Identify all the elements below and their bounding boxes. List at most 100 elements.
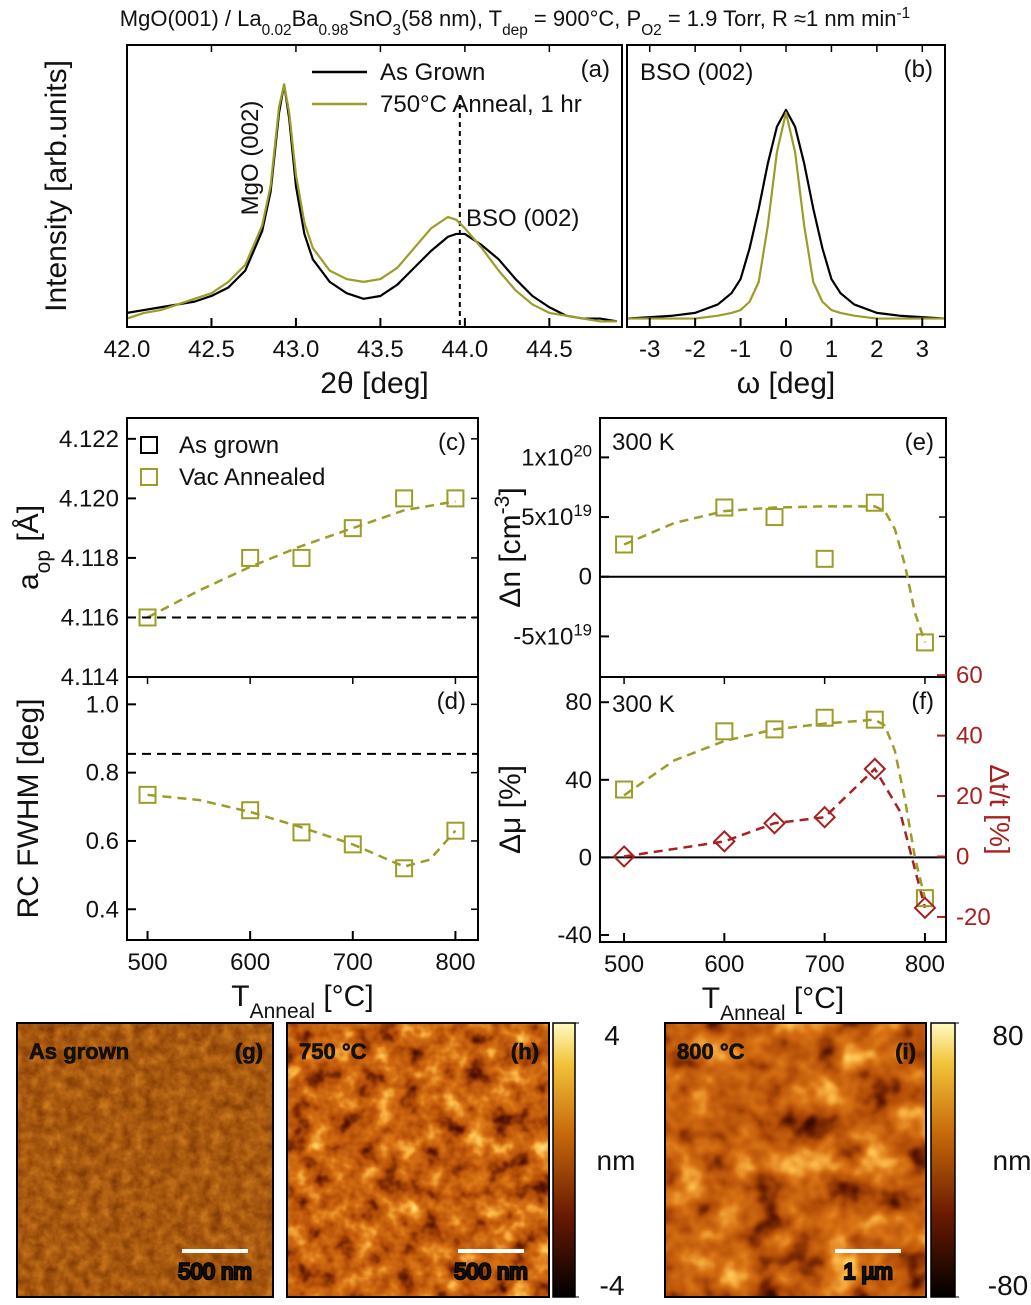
figure-title-part: O2: [641, 22, 662, 39]
x-tick-label: 3: [916, 336, 929, 363]
x-tick-label: 44.5: [526, 336, 573, 363]
data-point: [343, 519, 362, 538]
afm-panel: As grown (g) 500 nm: [16, 1022, 274, 1298]
panel-label: (d): [437, 688, 466, 715]
figure-title-part: 3: [393, 22, 402, 39]
y-tick-label: -5x1019: [513, 620, 592, 651]
x-tick-label: 43.0: [273, 336, 320, 363]
y2-tick-label: 20: [956, 783, 983, 810]
data-point: [913, 896, 937, 920]
plot-frame: [599, 417, 947, 678]
x-axis-label: TAnneal [°C]: [231, 980, 373, 1023]
legend-swatch: [140, 468, 158, 486]
y2-tick-label-text: 40: [956, 723, 983, 750]
data-point: [612, 845, 636, 868]
x-tick-label: 42.0: [104, 336, 151, 363]
colorbar-tick-label: 4: [604, 1020, 620, 1051]
x-tick-label: 42.5: [188, 336, 235, 363]
afm-image: [287, 1023, 549, 1297]
y-tick-label-text: 4.120: [59, 485, 119, 512]
y-tick-label-text: -5x10: [513, 623, 573, 650]
x-tick-label-text: 3: [916, 336, 929, 363]
legend-label: 750°C Anneal, 1 hr: [380, 91, 582, 118]
y-tick-label-text: 0: [579, 844, 592, 871]
data-point: [715, 722, 734, 741]
x-tick-label: 800: [435, 949, 475, 976]
colorbar-unit: nm: [993, 1145, 1031, 1176]
y-tick-label-text: 4.118: [61, 545, 119, 572]
y-axis-label: RC FWHM [deg]: [12, 698, 45, 918]
plot-area: [127, 752, 478, 868]
data-point: [138, 785, 157, 804]
figure-title-part: dep: [502, 22, 528, 39]
x-tick-label-text: 44.0: [442, 336, 489, 363]
y-tick-label-text: 0.6: [86, 828, 119, 855]
annotation: 300 K: [612, 691, 675, 718]
data-point: [712, 829, 736, 853]
x-tick-label-text: 700: [805, 951, 845, 978]
x-tick-label-text: 1: [825, 336, 838, 363]
x-axis-label: 2θ [deg]: [320, 367, 428, 400]
x-tick-label: 700: [333, 949, 373, 976]
plot-area: [627, 108, 945, 320]
panel: 4.114 4.116 4.118 4.120 4.122 As grown Vac Ann…: [12, 417, 479, 691]
data-line: [627, 108, 945, 320]
data-point: [915, 889, 934, 908]
y-tick-label-text: 80: [565, 689, 592, 716]
fit-line: [623, 505, 927, 643]
panel-label: (b): [904, 56, 933, 83]
y-tick-label-text: 40: [565, 767, 592, 794]
y-tick-label-text: 0.8: [86, 760, 119, 787]
panel: 500 600 700 800 -40 0 40 80 -20 0 20 40 60 (f) 300 K TA…: [494, 662, 1015, 1024]
data-point: [615, 535, 634, 554]
y-tick-label: 0.6: [86, 828, 119, 855]
figure-title-part: (58 nm), T: [401, 6, 502, 31]
y-axis-label: Δn [cm-3]: [491, 487, 528, 607]
figure-title-part: SnO: [348, 6, 392, 31]
y2-axis-label: Δt/t [%]: [984, 764, 1015, 854]
data-point: [292, 823, 311, 842]
figure-title-part: -1: [897, 5, 911, 22]
colorbar-tick-label: 80: [992, 1020, 1023, 1051]
data-point: [765, 508, 784, 527]
x-tick-label-text: -2: [684, 336, 705, 363]
y2-tick-label-text: -20: [956, 904, 991, 931]
y-tick-label: 4.120: [59, 485, 119, 512]
plot-area: [127, 500, 478, 619]
colorbar-tick-label: -4: [600, 1270, 625, 1301]
panel: -3 -2 -1 0 1 2 3 (b) BSO (002) ω [deg]: [626, 44, 946, 400]
y-tick-label: 1.0: [86, 691, 119, 718]
x-axis-label: ω [deg]: [737, 367, 835, 400]
y-tick-label: 1x1020: [521, 441, 592, 472]
legend-label: As grown: [179, 432, 279, 459]
panel: 500 600 700 800 0.4 0.6 0.8 1.0 (d) TAnneal [°C] R…: [12, 676, 479, 1023]
x-tick-label: 1: [825, 336, 838, 363]
x-tick-label-text: 42.0: [104, 336, 151, 363]
y-tick-label-exp: 19: [573, 620, 592, 639]
x-axis-label-part: [°C]: [786, 982, 845, 1015]
plot-area: [600, 718, 946, 909]
x-tick-label-text: 43.5: [357, 336, 404, 363]
colorbar-unit: nm: [597, 1145, 636, 1176]
data-point: [395, 489, 414, 508]
x-tick-label-text: 2: [870, 336, 883, 363]
y-tick-label-text: 4.114: [61, 664, 119, 691]
plot-frame: [599, 676, 947, 943]
scale-bar-label: 1 µm: [843, 1259, 892, 1284]
colorbar: [552, 1022, 576, 1298]
data-point: [863, 757, 887, 781]
x-tick-label: 500: [604, 951, 644, 978]
y2-tick-label: 40: [956, 723, 983, 750]
y2-tick-label: 60: [956, 662, 983, 689]
plot-area: [600, 505, 946, 643]
y-tick-label: 0: [579, 844, 592, 871]
data-point: [765, 720, 784, 739]
x-tick-label: -2: [684, 336, 705, 363]
y-tick-label-text: 4.116: [61, 604, 119, 631]
data-point: [815, 549, 834, 568]
data-line: [627, 111, 945, 320]
y-tick-label: 0.4: [86, 896, 119, 923]
plot-area: [127, 83, 618, 327]
x-tick-label: 600: [230, 949, 270, 976]
